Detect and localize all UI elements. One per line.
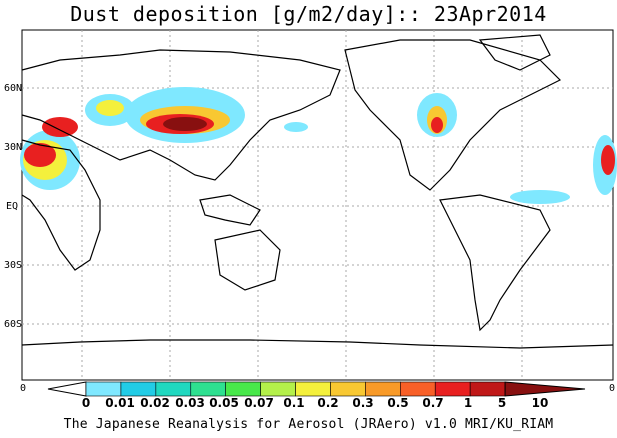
colorbar-cell-6 bbox=[260, 381, 296, 397]
lat-label-30s: 30S bbox=[4, 260, 23, 271]
colorbar-label-9: 0.5 bbox=[387, 396, 409, 410]
colorbar-cells bbox=[47, 381, 586, 397]
plume-arabia bbox=[42, 117, 78, 137]
colorbar-cell-3 bbox=[155, 381, 192, 397]
plume-pacific bbox=[284, 122, 308, 132]
coast-greenland bbox=[478, 34, 551, 71]
plume-asia-max bbox=[163, 117, 207, 131]
coastlines bbox=[21, 34, 614, 349]
lat-label-30n: 30N bbox=[4, 142, 23, 153]
colorbar-arrow-left bbox=[47, 381, 87, 397]
colorbar-label-4: 0.05 bbox=[209, 396, 239, 410]
colorbar-label-10: 0.7 bbox=[422, 396, 444, 410]
colorbar-label-8: 0.3 bbox=[352, 396, 374, 410]
colorbar-label-3: 0.03 bbox=[175, 396, 205, 410]
colorbar bbox=[47, 381, 586, 397]
coast-south-america bbox=[439, 194, 551, 332]
colorbar-arrow-right bbox=[504, 381, 586, 397]
colorbar-label-13: 10 bbox=[531, 396, 549, 410]
graticule bbox=[22, 30, 613, 380]
coast-antarctica bbox=[21, 339, 614, 349]
data-credit: The Japanese Reanalysis for Aerosol (JRA… bbox=[63, 417, 554, 432]
colorbar-label-0: 0 bbox=[81, 396, 91, 410]
coast-north-america bbox=[344, 39, 562, 191]
colorbar-label-11: 1 bbox=[463, 396, 473, 410]
colorbar-cell-11 bbox=[434, 381, 471, 397]
dust-plumes bbox=[20, 87, 617, 204]
colorbar-label-2: 0.02 bbox=[140, 396, 170, 410]
map-title: Dust deposition [g/m2/day]:: 23Apr2014 bbox=[70, 2, 547, 26]
colorbar-cell-1 bbox=[85, 381, 122, 397]
coast-seasia bbox=[199, 194, 261, 226]
plume-eastafrica-high bbox=[601, 145, 615, 175]
plume-sahara-high bbox=[24, 143, 56, 167]
colorbar-edge-right: 0 bbox=[609, 383, 616, 394]
plume-atlantic bbox=[510, 190, 570, 204]
map-frame bbox=[21, 29, 614, 381]
coast-eurasia bbox=[21, 49, 341, 181]
colorbar-cell-5 bbox=[225, 381, 261, 397]
colorbar-cell-8 bbox=[330, 381, 366, 397]
colorbar-edge-left: 0 bbox=[20, 383, 27, 394]
colorbar-label-7: 0.2 bbox=[317, 396, 339, 410]
colorbar-cell-7 bbox=[295, 381, 331, 397]
coast-australia bbox=[214, 229, 281, 291]
colorbar-label-5: 0.07 bbox=[244, 396, 274, 410]
colorbar-label-1: 0.01 bbox=[105, 396, 135, 410]
colorbar-cell-2 bbox=[120, 381, 157, 397]
coast-africa bbox=[21, 139, 101, 271]
colorbar-cell-9 bbox=[365, 381, 401, 397]
lat-label-60s: 60S bbox=[4, 319, 23, 330]
plume-middleeast-core bbox=[96, 100, 124, 116]
colorbar-label-6: 0.1 bbox=[283, 396, 305, 410]
lat-label-eq: EQ bbox=[6, 201, 19, 212]
lat-label-60n: 60N bbox=[4, 83, 23, 94]
colorbar-cell-4 bbox=[190, 381, 226, 397]
colorbar-label-12: 5 bbox=[497, 396, 507, 410]
colorbar-cell-10 bbox=[400, 381, 436, 397]
colorbar-cell-12 bbox=[469, 381, 506, 397]
plume-namerica-high bbox=[431, 117, 443, 133]
